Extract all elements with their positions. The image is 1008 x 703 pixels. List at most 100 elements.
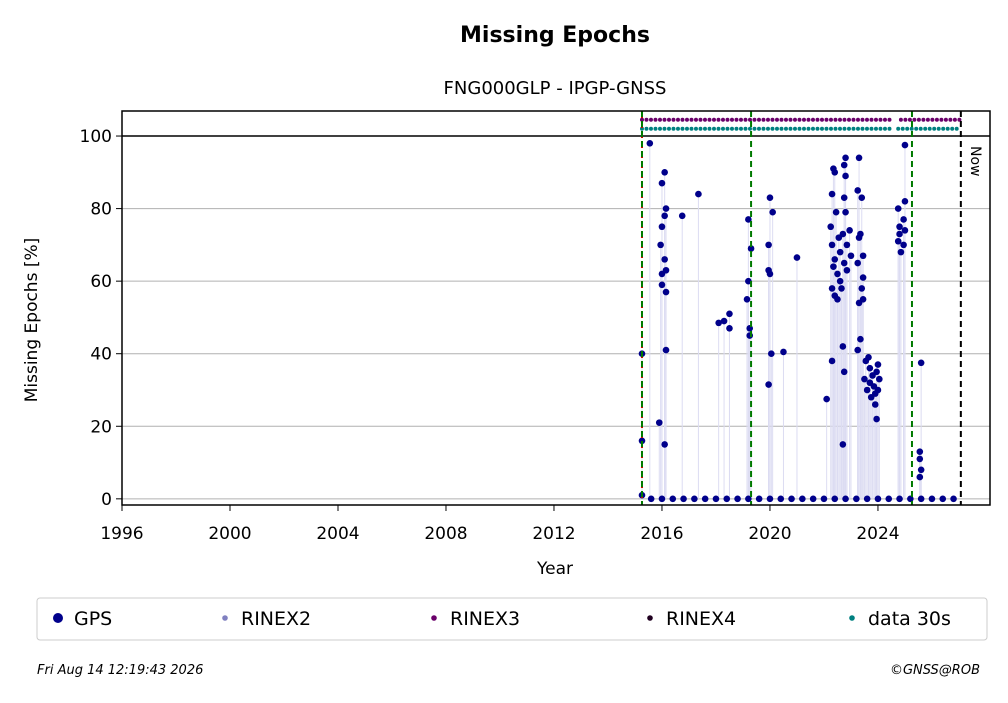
point <box>661 441 668 448</box>
chart-title: Missing Epochs <box>460 23 650 48</box>
point <box>662 205 670 212</box>
plot-frame <box>121 110 991 506</box>
point <box>769 208 776 216</box>
legend-label: RINEX2 <box>241 608 311 630</box>
point <box>842 154 849 162</box>
point <box>854 346 862 354</box>
point <box>780 348 787 356</box>
legend-label: RINEX4 <box>666 608 736 630</box>
point <box>901 141 909 149</box>
point <box>840 368 848 376</box>
point <box>661 169 668 176</box>
point <box>834 295 841 303</box>
footer-date: Fri Aug 14 12:19:43 2026 <box>37 663 203 678</box>
point <box>840 161 848 169</box>
point <box>846 227 853 234</box>
point <box>907 495 914 503</box>
point <box>662 266 670 274</box>
point <box>661 212 668 220</box>
point <box>828 357 836 365</box>
point <box>894 237 902 245</box>
point <box>853 495 860 503</box>
x-tick-label: 2000 <box>208 524 251 544</box>
y-tick-label: 100 <box>80 127 112 147</box>
point <box>827 223 835 231</box>
point <box>830 263 837 270</box>
point <box>678 212 686 220</box>
x-tick-label: 2024 <box>856 524 899 544</box>
point <box>900 241 907 249</box>
y-tick-label: 40 <box>90 345 112 365</box>
point <box>820 495 828 503</box>
point <box>809 495 817 503</box>
marker-label: Now <box>967 146 983 177</box>
point <box>916 455 924 463</box>
point <box>863 386 871 394</box>
point <box>720 317 728 325</box>
y-tick-label: 80 <box>90 200 112 220</box>
point <box>745 277 752 285</box>
point <box>855 154 863 162</box>
y-axis-label: Missing Epochs [%] <box>22 238 42 403</box>
x-tick-label: 2012 <box>532 524 575 544</box>
point <box>840 259 848 267</box>
chart-subtitle: FNG000GLP - IPGP-GNSS <box>444 78 667 99</box>
point <box>874 361 882 368</box>
point <box>873 415 880 423</box>
point <box>723 495 731 503</box>
point <box>901 227 909 234</box>
legend-marker <box>431 615 437 621</box>
point <box>799 495 806 503</box>
legend-label: GPS <box>74 608 112 630</box>
point <box>928 495 936 503</box>
point <box>766 194 774 202</box>
point <box>657 241 664 249</box>
point <box>894 205 902 212</box>
point <box>866 364 874 372</box>
point <box>842 495 849 503</box>
y-tick-label: 20 <box>90 417 112 437</box>
point <box>917 466 925 474</box>
point <box>839 230 847 238</box>
point <box>858 194 866 202</box>
legend-marker <box>53 613 63 623</box>
x-axis-label: Year <box>536 559 573 579</box>
point <box>842 172 849 180</box>
point <box>646 139 654 147</box>
point <box>766 495 774 503</box>
point <box>726 325 733 332</box>
point <box>680 495 687 503</box>
point <box>857 230 864 238</box>
point <box>745 216 752 223</box>
point <box>823 395 830 403</box>
point <box>876 375 883 383</box>
point <box>788 495 795 503</box>
point <box>777 495 785 503</box>
point <box>734 495 741 503</box>
point <box>839 441 847 448</box>
point <box>874 495 882 503</box>
point <box>842 208 849 216</box>
point <box>832 208 840 216</box>
point <box>858 285 866 292</box>
point <box>896 230 903 238</box>
point <box>896 495 903 503</box>
point <box>647 495 655 503</box>
point <box>836 277 844 285</box>
legend-box <box>36 597 988 641</box>
y-tick-label: 60 <box>90 272 112 292</box>
point <box>861 375 868 383</box>
point <box>840 194 848 202</box>
point <box>873 368 880 376</box>
point <box>691 495 698 503</box>
point <box>916 473 924 481</box>
x-tick-label: 1996 <box>100 524 143 544</box>
point <box>865 354 872 361</box>
point <box>843 241 851 249</box>
point <box>847 252 855 260</box>
x-tick-label: 2008 <box>424 524 467 544</box>
point <box>669 495 677 503</box>
footer-credit: ©GNSS@ROB <box>890 663 980 678</box>
point <box>863 495 871 503</box>
legend-marker <box>222 615 228 621</box>
